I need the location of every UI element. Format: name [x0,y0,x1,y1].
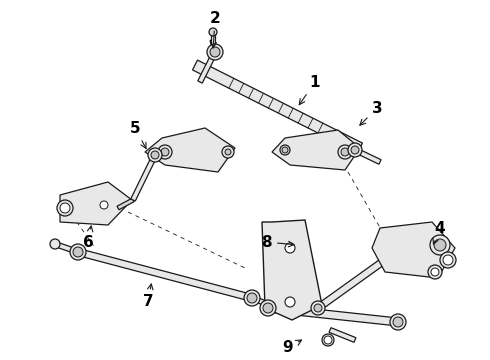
Text: 2: 2 [210,10,220,48]
Polygon shape [77,249,253,301]
Circle shape [60,203,70,213]
Circle shape [100,201,108,209]
Circle shape [434,239,446,251]
Circle shape [244,290,260,306]
Polygon shape [262,220,322,320]
Circle shape [247,293,257,303]
Circle shape [73,247,83,257]
Polygon shape [354,148,381,164]
Polygon shape [193,60,363,153]
Text: 1: 1 [299,75,320,105]
Polygon shape [251,296,273,308]
Polygon shape [60,182,132,225]
Text: 6: 6 [83,226,94,249]
Text: 7: 7 [143,284,153,310]
Polygon shape [372,222,455,278]
Circle shape [341,148,349,156]
Text: 3: 3 [360,100,383,125]
Circle shape [338,145,352,159]
Circle shape [285,297,295,307]
Polygon shape [272,130,360,170]
Circle shape [322,334,334,346]
Circle shape [70,244,86,260]
Circle shape [431,268,439,276]
Circle shape [209,28,217,36]
Circle shape [324,336,332,344]
Circle shape [311,301,325,315]
Circle shape [222,146,234,158]
Circle shape [280,145,290,155]
Polygon shape [54,242,79,255]
Circle shape [57,200,73,216]
Circle shape [440,252,456,268]
Circle shape [158,145,172,159]
Circle shape [428,265,442,279]
Circle shape [443,255,453,265]
Circle shape [225,149,231,155]
Circle shape [351,146,359,154]
Polygon shape [316,257,387,311]
Polygon shape [198,51,217,83]
Circle shape [210,47,220,57]
Circle shape [207,44,223,60]
Circle shape [314,304,322,312]
Circle shape [285,243,295,253]
Circle shape [151,151,159,159]
Polygon shape [268,304,398,326]
Text: 9: 9 [283,340,301,356]
Text: 8: 8 [261,234,294,249]
Polygon shape [211,32,215,44]
Text: 4: 4 [433,220,445,244]
Circle shape [50,239,60,249]
Circle shape [161,148,169,156]
Circle shape [263,303,273,313]
Circle shape [390,314,406,330]
Polygon shape [117,198,134,210]
Circle shape [348,143,362,157]
Circle shape [393,317,403,327]
Polygon shape [329,328,356,342]
Text: 5: 5 [130,121,146,148]
Circle shape [282,147,288,153]
Polygon shape [210,40,217,53]
Circle shape [430,235,450,255]
Polygon shape [131,154,157,201]
Circle shape [148,148,162,162]
Circle shape [260,300,276,316]
Polygon shape [145,128,235,172]
